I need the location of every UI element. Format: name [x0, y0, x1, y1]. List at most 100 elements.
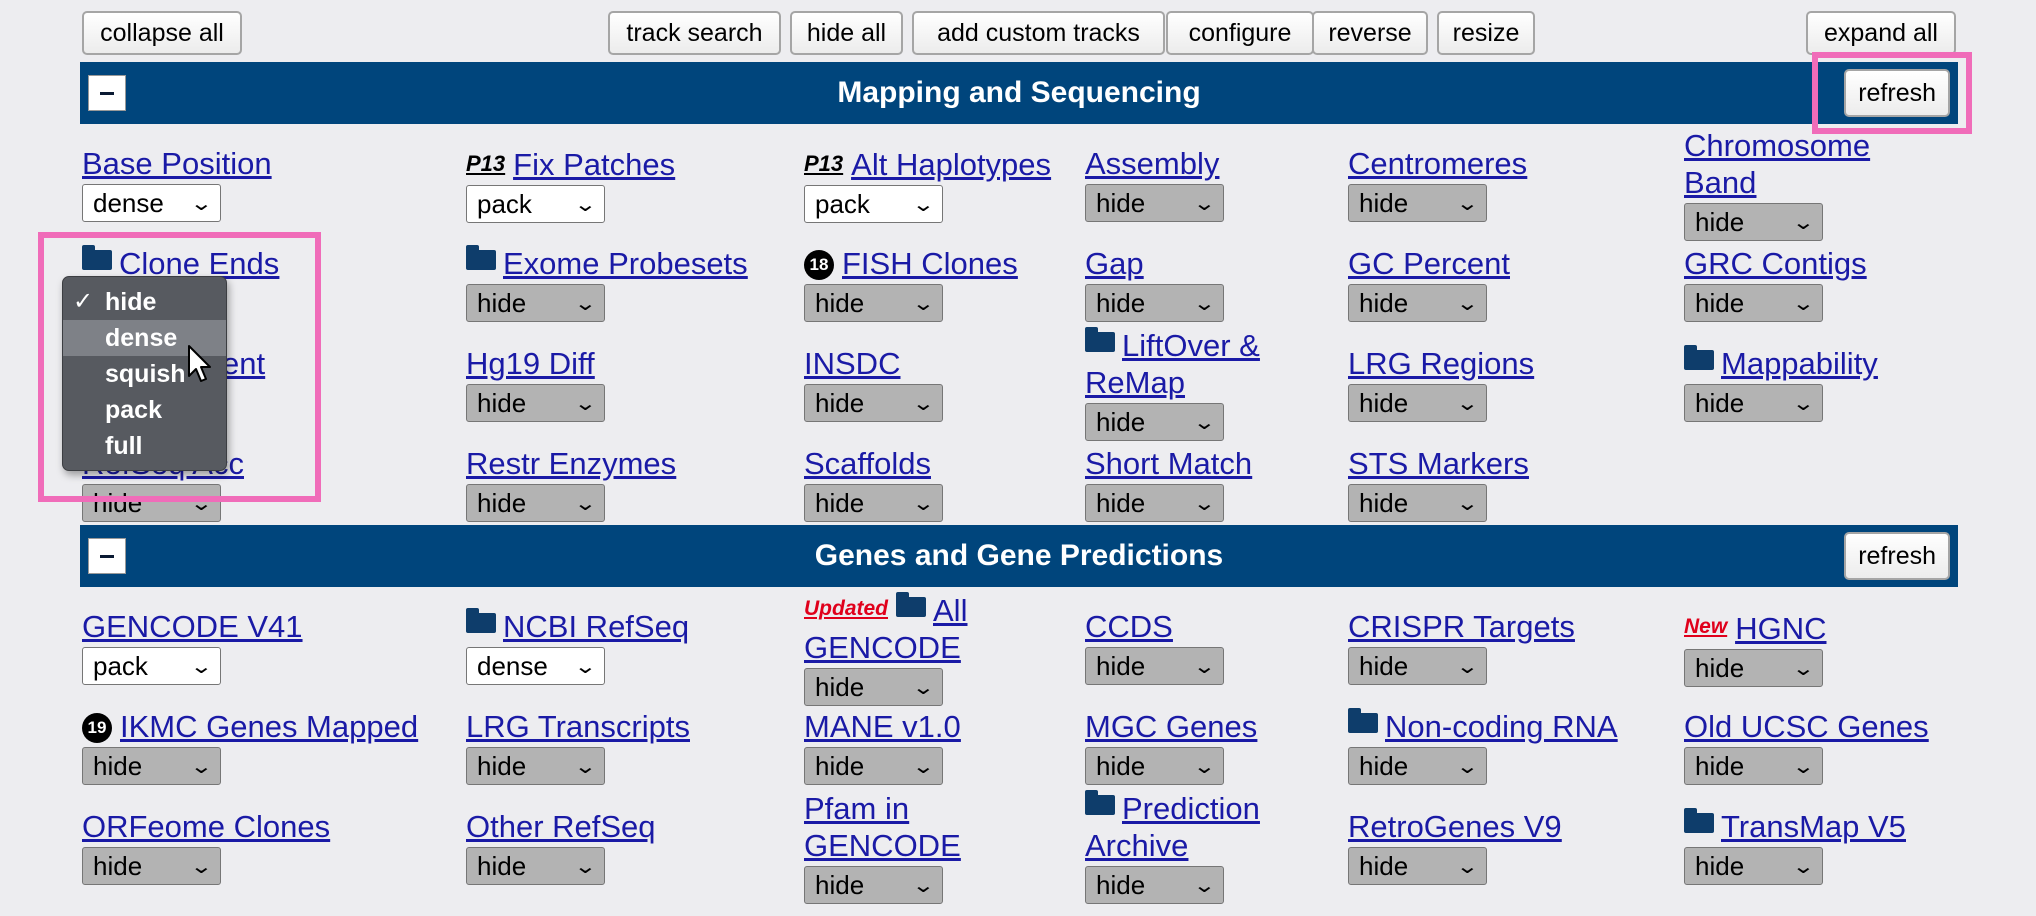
track-visibility-select[interactable]: hide ⌄ — [82, 747, 221, 785]
track-link[interactable]: Other RefSeq — [466, 809, 656, 844]
track-visibility-select[interactable]: hide ⌄ — [1684, 284, 1823, 322]
track-visibility-select[interactable]: hide ⌄ — [466, 384, 605, 422]
track-link[interactable]: MANE v1.0 — [804, 709, 961, 744]
track-link[interactable]: CRISPR Targets — [1348, 609, 1575, 644]
track-link[interactable]: Centromeres — [1348, 146, 1528, 181]
track-link[interactable]: Gap — [1085, 246, 1144, 281]
track-visibility-select[interactable]: hide ⌄ — [1684, 203, 1823, 241]
hide-all-button[interactable]: hide all — [790, 11, 903, 55]
track-link[interactable]: Short Match — [1085, 446, 1253, 481]
track-gap: Gap hide ⌄ — [1085, 245, 1224, 322]
track-search-button[interactable]: track search — [608, 11, 781, 55]
track-link[interactable]: STS Markers — [1348, 446, 1529, 481]
track-link[interactable]: CCDS — [1085, 609, 1173, 644]
dropdown-option-hide[interactable]: ✓ hide — [63, 284, 226, 320]
track-visibility-select[interactable]: hide ⌄ — [466, 747, 605, 785]
track-visibility-select[interactable]: hide ⌄ — [804, 747, 943, 785]
track-visibility-select[interactable]: hide ⌄ — [1348, 747, 1487, 785]
track-visibility-select[interactable]: hide ⌄ — [1085, 403, 1224, 441]
track-visibility-select[interactable]: pack ⌄ — [466, 185, 605, 223]
track-visibility-select[interactable]: pack ⌄ — [82, 647, 221, 685]
track-link[interactable]: Restr Enzymes — [466, 446, 677, 481]
track-link[interactable]: HGNC — [1735, 611, 1827, 646]
track-link[interactable]: RetroGenes V9 — [1348, 809, 1562, 844]
collapse-section-button[interactable] — [88, 75, 126, 111]
track-link[interactable]: INSDC — [804, 346, 901, 381]
configure-button[interactable]: configure — [1166, 11, 1314, 55]
track-link[interactable]: Scaffolds — [804, 446, 931, 481]
track-visibility-select[interactable]: hide ⌄ — [804, 866, 943, 904]
track-link[interactable]: Assembly — [1085, 146, 1220, 181]
dropdown-option-full[interactable]: full — [63, 428, 226, 464]
track-link[interactable]: ORFeome Clones — [82, 809, 331, 844]
track-visibility-select[interactable]: hide ⌄ — [1085, 284, 1224, 322]
track-visibility-select[interactable]: hide ⌄ — [1085, 184, 1224, 222]
dropdown-option-squish[interactable]: squish — [63, 356, 226, 392]
track-link[interactable]: Non-coding RNA — [1385, 709, 1618, 744]
chevron-down-icon: ⌄ — [1192, 874, 1217, 897]
track-visibility-select[interactable]: hide ⌄ — [466, 484, 605, 522]
track-link[interactable]: LiftOver & ReMap — [1085, 328, 1260, 400]
refresh-button[interactable]: refresh — [1844, 69, 1950, 117]
track-visibility-select[interactable]: hide ⌄ — [804, 384, 943, 422]
track-link[interactable]: FISH Clones — [842, 246, 1018, 281]
track-visibility-select[interactable]: dense ⌄ — [82, 184, 221, 222]
track-link[interactable]: Clone Ends — [119, 246, 280, 281]
track-visibility-select[interactable]: hide ⌄ — [82, 484, 221, 522]
track-visibility-select[interactable]: hide ⌄ — [1348, 847, 1487, 885]
track-visibility-select[interactable]: hide ⌄ — [82, 847, 221, 885]
track-visibility-select[interactable]: hide ⌄ — [1348, 484, 1487, 522]
track-visibility-select[interactable]: hide ⌄ — [466, 847, 605, 885]
track-visibility-select[interactable]: hide ⌄ — [804, 484, 943, 522]
track-link[interactable]: NCBI RefSeq — [503, 609, 690, 644]
collapse-all-button[interactable]: collapse all — [82, 11, 242, 55]
track-link[interactable]: Exome Probesets — [503, 246, 748, 281]
track-visibility-select[interactable]: hide ⌄ — [1348, 284, 1487, 322]
dropdown-option-dense[interactable]: dense — [63, 320, 226, 356]
track-link[interactable]: Alt Haplotypes — [851, 147, 1052, 182]
number-badge: 18 — [804, 250, 834, 280]
track-link[interactable]: TransMap V5 — [1721, 809, 1906, 844]
track-visibility-select[interactable]: hide ⌄ — [1348, 184, 1487, 222]
resize-button[interactable]: resize — [1437, 11, 1535, 55]
track-visibility-select[interactable]: hide ⌄ — [1684, 747, 1823, 785]
track-link[interactable]: All GENCODE — [804, 593, 968, 665]
track-visibility-select[interactable]: hide ⌄ — [1684, 847, 1823, 885]
track-link[interactable]: MGC Genes — [1085, 709, 1258, 744]
track-visibility-select[interactable]: hide ⌄ — [1085, 747, 1224, 785]
track-link[interactable]: LRG Regions — [1348, 346, 1535, 381]
track-visibility-select[interactable]: hide ⌄ — [1348, 647, 1487, 685]
track-link[interactable]: Pfam in GENCODE — [804, 791, 961, 863]
track-link[interactable]: Fix Patches — [513, 147, 676, 182]
track-link[interactable]: GC Percent — [1348, 246, 1510, 281]
dropdown-option-pack[interactable]: pack — [63, 392, 226, 428]
track-visibility-select[interactable]: dense ⌄ — [466, 647, 605, 685]
collapse-section-button[interactable] — [88, 538, 126, 574]
track-visibility-select[interactable]: hide ⌄ — [1085, 484, 1224, 522]
chevron-down-icon: ⌄ — [1455, 192, 1480, 215]
track-visibility-select[interactable]: hide ⌄ — [804, 668, 943, 706]
track-visibility-select[interactable]: hide ⌄ — [1085, 647, 1224, 685]
reverse-button[interactable]: reverse — [1312, 11, 1428, 55]
track-link[interactable]: IKMC Genes Mapped — [120, 709, 419, 744]
track-visibility-select[interactable]: hide ⌄ — [466, 284, 605, 322]
expand-all-button[interactable]: expand all — [1806, 11, 1956, 55]
track-link[interactable]: Old UCSC Genes — [1684, 709, 1929, 744]
track-link[interactable]: Chromosome Band — [1684, 128, 1871, 200]
track-visibility-select[interactable]: hide ⌄ — [1348, 384, 1487, 422]
track-visibility-select[interactable]: hide ⌄ — [1085, 866, 1224, 904]
track-link[interactable]: Base Position — [82, 146, 272, 181]
track-visibility-select[interactable]: pack ⌄ — [804, 185, 943, 223]
track-visibility-select[interactable]: hide ⌄ — [804, 284, 943, 322]
track-link[interactable]: LRG Transcripts — [466, 709, 690, 744]
track-link[interactable]: Prediction Archive — [1085, 791, 1260, 863]
track-link[interactable]: Mappability — [1721, 346, 1878, 381]
track-visibility-select[interactable]: hide ⌄ — [1684, 384, 1823, 422]
track-link[interactable]: GRC Contigs — [1684, 246, 1867, 281]
track-visibility-select[interactable]: hide ⌄ — [1684, 649, 1823, 687]
track-link[interactable]: ent — [222, 346, 266, 381]
refresh-button[interactable]: refresh — [1844, 532, 1950, 580]
track-link[interactable]: GENCODE V41 — [82, 609, 303, 644]
add-custom-tracks-button[interactable]: add custom tracks — [912, 11, 1165, 55]
track-link[interactable]: Hg19 Diff — [466, 346, 595, 381]
